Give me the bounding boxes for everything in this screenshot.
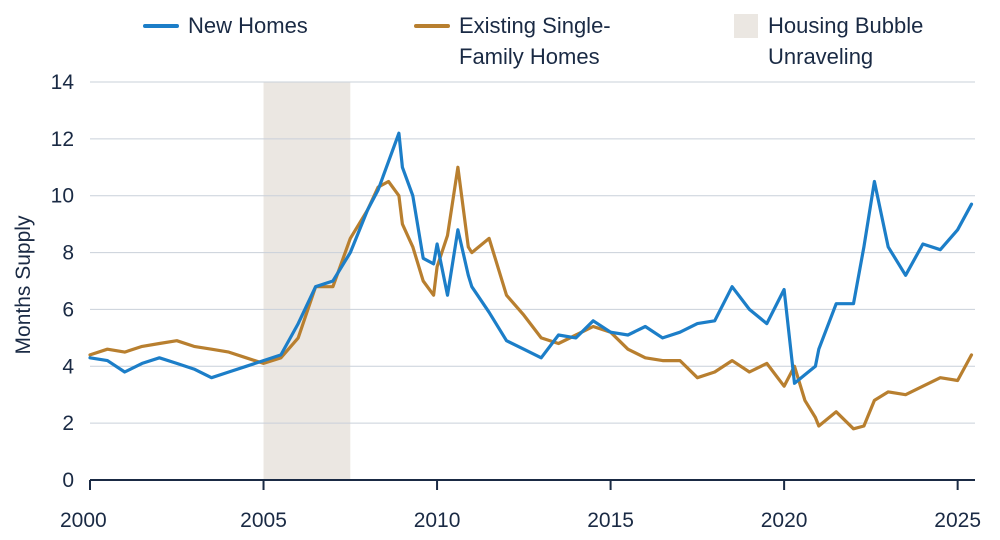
y-tick-label-4: 4 (62, 355, 74, 378)
legend-label-existing-homes-line1: Existing Single- (459, 13, 611, 38)
x-tick-label-2010: 2010 (414, 509, 461, 532)
legend-label-new-homes: New Homes (188, 13, 308, 38)
series-line-new-homes-group (88, 131, 974, 385)
x-tick-label-2015: 2015 (587, 509, 634, 532)
x-tick-label-2000: 2000 (60, 509, 107, 532)
legend: New Homes Existing Single- Family Homes … (143, 13, 923, 69)
y-tick-label-12: 12 (51, 128, 74, 151)
x-tick-label-2025: 2025 (934, 509, 981, 532)
legend-swatch-bubble (734, 14, 758, 38)
legend-label-bubble-line2: Unraveling (768, 44, 873, 69)
x-tick-label-2005: 2005 (240, 509, 287, 532)
series-line-existing-homes (88, 165, 974, 431)
legend-label-bubble-line1: Housing Bubble (768, 13, 923, 38)
y-tick-label-2: 2 (62, 412, 74, 435)
x-tick-label-2020: 2020 (761, 509, 808, 532)
plot-area: 0 2 4 6 8 10 12 14 2000 2005 2010 2015 2020 2025 (51, 71, 981, 532)
y-tick-label-8: 8 (62, 242, 74, 265)
series-line-existing-homes-group (88, 165, 974, 431)
y-tick-label-10: 10 (51, 185, 74, 208)
y-tick-label-14: 14 (51, 71, 75, 94)
series-line-new-homes (88, 131, 974, 385)
y-tick-label-0: 0 (62, 469, 74, 492)
y-tick-label-6: 6 (62, 298, 74, 321)
legend-label-existing-homes-line2: Family Homes (459, 44, 600, 69)
y-axis-title: Months Supply (12, 215, 35, 354)
shaded-region-bubble (263, 82, 351, 480)
